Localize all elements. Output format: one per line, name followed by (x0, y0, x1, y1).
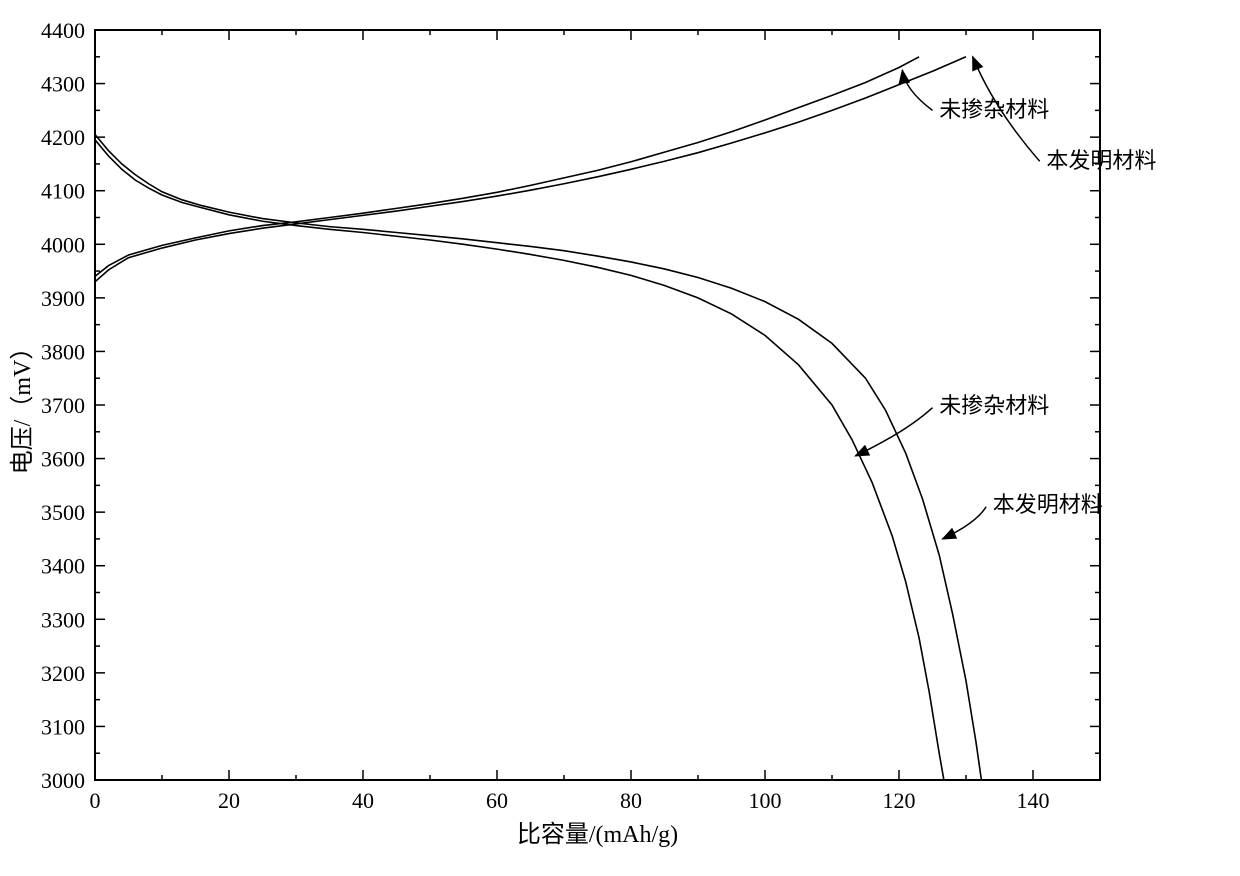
y-tick-label: 4300 (41, 72, 85, 97)
annotation-label: 未掺杂材料 (939, 393, 1049, 418)
annotation-arrow (902, 70, 932, 110)
y-tick-label: 3600 (41, 447, 85, 472)
y-tick-label: 3000 (41, 768, 85, 793)
x-tick-label: 0 (90, 788, 101, 813)
x-tick-label: 80 (620, 788, 642, 813)
x-tick-label: 120 (883, 788, 916, 813)
y-tick-label: 4100 (41, 179, 85, 204)
y-tick-label: 3400 (41, 554, 85, 579)
annotation-label: 本发明材料 (1046, 148, 1156, 173)
x-tick-label: 40 (352, 788, 374, 813)
y-tick-label: 3100 (41, 714, 85, 739)
chart-container: 0 20 40 60 80 100 120 140 3000 3100 3200 3300 3400 35… (0, 0, 1240, 876)
y-tick-label: 3800 (41, 339, 85, 364)
x-tick-label: 20 (218, 788, 240, 813)
y-tick-label: 4200 (41, 125, 85, 150)
y-tick-label: 3500 (41, 500, 85, 525)
y-tick-label: 3700 (41, 393, 85, 418)
y-axis-label: 电压/（mV） (9, 336, 36, 475)
x-tick-label: 60 (486, 788, 508, 813)
y-tick-label: 4000 (41, 232, 85, 257)
annotation-arrow (943, 507, 987, 539)
series-charge_invention (95, 57, 966, 282)
annotation-arrow (855, 408, 932, 456)
chart-svg: 0 20 40 60 80 100 120 140 3000 3100 3200 3300 3400 35… (0, 0, 1240, 876)
series-discharge_undoped (95, 140, 944, 780)
y-tick-label: 4400 (41, 18, 85, 43)
x-axis-label: 比容量/(mAh/g) (517, 821, 678, 848)
y-tick-label: 3200 (41, 661, 85, 686)
x-tick-label: 100 (749, 788, 782, 813)
x-tick-label: 140 (1017, 788, 1050, 813)
y-tick-label: 3900 (41, 286, 85, 311)
annotation-label: 本发明材料 (993, 492, 1103, 517)
y-tick-label: 3300 (41, 607, 85, 632)
